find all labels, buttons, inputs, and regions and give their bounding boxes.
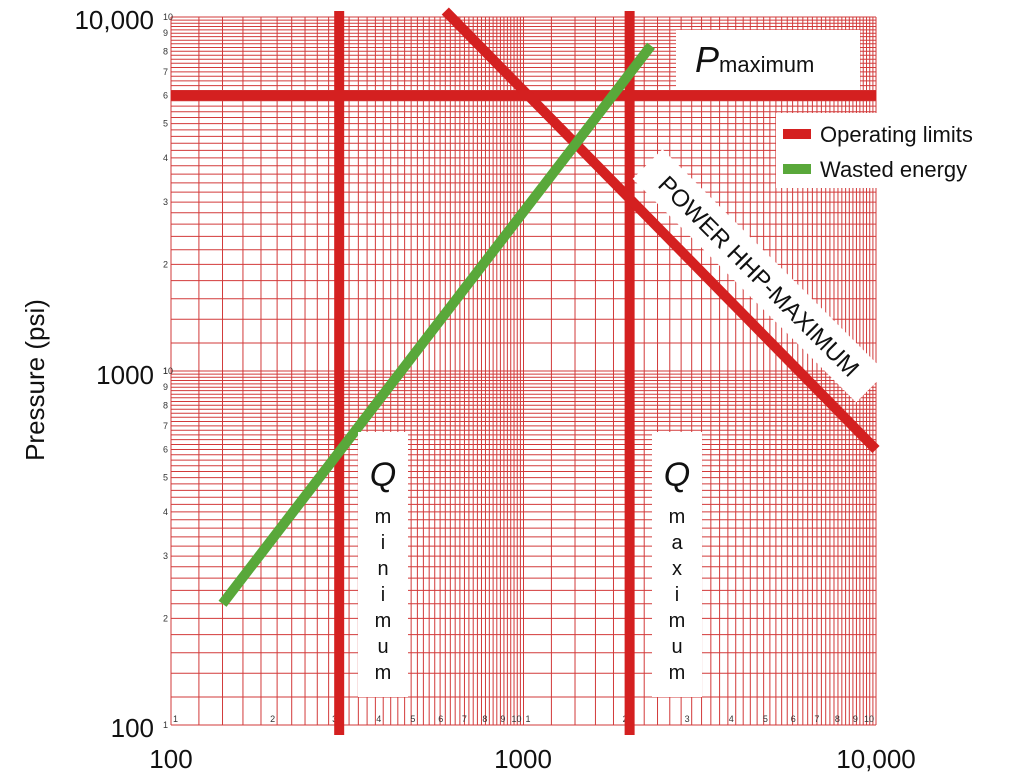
y-minor-tick-label: 2 (163, 613, 168, 623)
label-letter: m (669, 610, 686, 632)
y-tick-label-100: 100 (111, 713, 154, 743)
x-minor-tick-label: 4 (729, 714, 734, 724)
y-minor-tick-label: 7 (163, 421, 168, 431)
x-minor-tick-label: 3 (685, 714, 690, 724)
y-minor-tick-label: 5 (163, 119, 168, 129)
x-minor-tick-label: 6 (438, 714, 443, 724)
minor-tick-labels: 1122334455667788991010112233445566778899… (163, 12, 874, 730)
x-minor-tick-label: 9 (853, 714, 858, 724)
x-minor-tick-label: 8 (835, 714, 840, 724)
label-letter: i (675, 584, 679, 606)
label-letter: i (381, 532, 385, 554)
x-tick-label-10000: 10,000 (836, 744, 916, 774)
y-minor-tick-label: 8 (163, 46, 168, 56)
y-tick-label-1000: 1000 (96, 360, 154, 390)
x-minor-tick-label: 7 (814, 714, 819, 724)
log-grid (170, 16, 877, 726)
label-letter: u (377, 636, 388, 658)
y-axis-label: Pressure (psi) (20, 299, 50, 461)
y-minor-tick-label: 3 (163, 551, 168, 561)
power-hhp-maximum-line (441, 7, 880, 454)
y-minor-tick-label: 1 (163, 720, 168, 730)
q-maximum-label-sub: maximum (669, 506, 686, 684)
label-letter: m (375, 610, 392, 632)
x-minor-tick-label: 5 (763, 714, 768, 724)
x-minor-tick-label: 8 (482, 714, 487, 724)
y-minor-tick-label: 7 (163, 67, 168, 77)
power-hhp-maximum-label: POWER HHP-MAXIMUM (653, 171, 864, 382)
y-minor-tick-label: 4 (163, 507, 168, 517)
y-minor-tick-label: 4 (163, 153, 168, 163)
legend-label-operating-limits: Operating limits (820, 122, 973, 147)
x-minor-tick-label: 2 (270, 714, 275, 724)
y-minor-tick-label: 6 (163, 91, 168, 101)
x-minor-tick-label: 1 (526, 714, 531, 724)
legend-label-wasted-energy: Wasted energy (820, 157, 967, 182)
legend-box (776, 113, 1008, 188)
x-minor-tick-label: 6 (791, 714, 796, 724)
label-letter: a (671, 532, 683, 554)
y-minor-tick-label: 8 (163, 400, 168, 410)
y-tick-label-10000: 10,000 (74, 5, 154, 35)
label-letter: m (375, 662, 392, 684)
x-minor-tick-label: 4 (376, 714, 381, 724)
y-minor-tick-label: 2 (163, 259, 168, 269)
p-maximum-label: Pmaximum (695, 39, 814, 80)
x-minor-tick-label: 10 (864, 714, 874, 724)
x-minor-tick-label: 1 (173, 714, 178, 724)
x-minor-tick-label: 9 (500, 714, 505, 724)
q-minimum-label-box (358, 432, 408, 697)
p-maximum-label-box (676, 30, 860, 90)
y-minor-tick-label: 3 (163, 197, 168, 207)
y-minor-tick-label: 9 (163, 382, 168, 392)
label-letter: n (377, 558, 388, 580)
wasted-energy-line (218, 42, 655, 607)
y-minor-tick-label: 1 (163, 366, 168, 376)
x-tick-label-100: 100 (149, 744, 192, 774)
legend-swatch-wasted-energy (783, 164, 811, 174)
y-minor-tick-label: 6 (163, 445, 168, 455)
x-minor-tick-label: 7 (462, 714, 467, 724)
label-letter: x (672, 558, 682, 580)
y-minor-tick-label: 9 (163, 28, 168, 38)
q-maximum-label-q: Q (664, 456, 690, 494)
label-letter: m (669, 662, 686, 684)
x-tick-label-1000: 1000 (494, 744, 552, 774)
x-minor-tick-label: 10 (511, 714, 521, 724)
label-letter: m (669, 506, 686, 528)
y-minor-tick-label: 5 (163, 473, 168, 483)
legend-swatch-operating-limits (783, 129, 811, 139)
label-letter: i (381, 584, 385, 606)
legend: Operating limits Wasted energy (776, 113, 1008, 188)
q-maximum-label-box (652, 432, 702, 697)
y-minor-tick-label: 10 (163, 12, 173, 22)
x-minor-tick-label: 5 (410, 714, 415, 724)
label-letter: u (671, 636, 682, 658)
label-letter: m (375, 506, 392, 528)
q-minimum-label-q: Q (370, 456, 396, 494)
y-minor-tick-label: 10 (163, 366, 173, 376)
